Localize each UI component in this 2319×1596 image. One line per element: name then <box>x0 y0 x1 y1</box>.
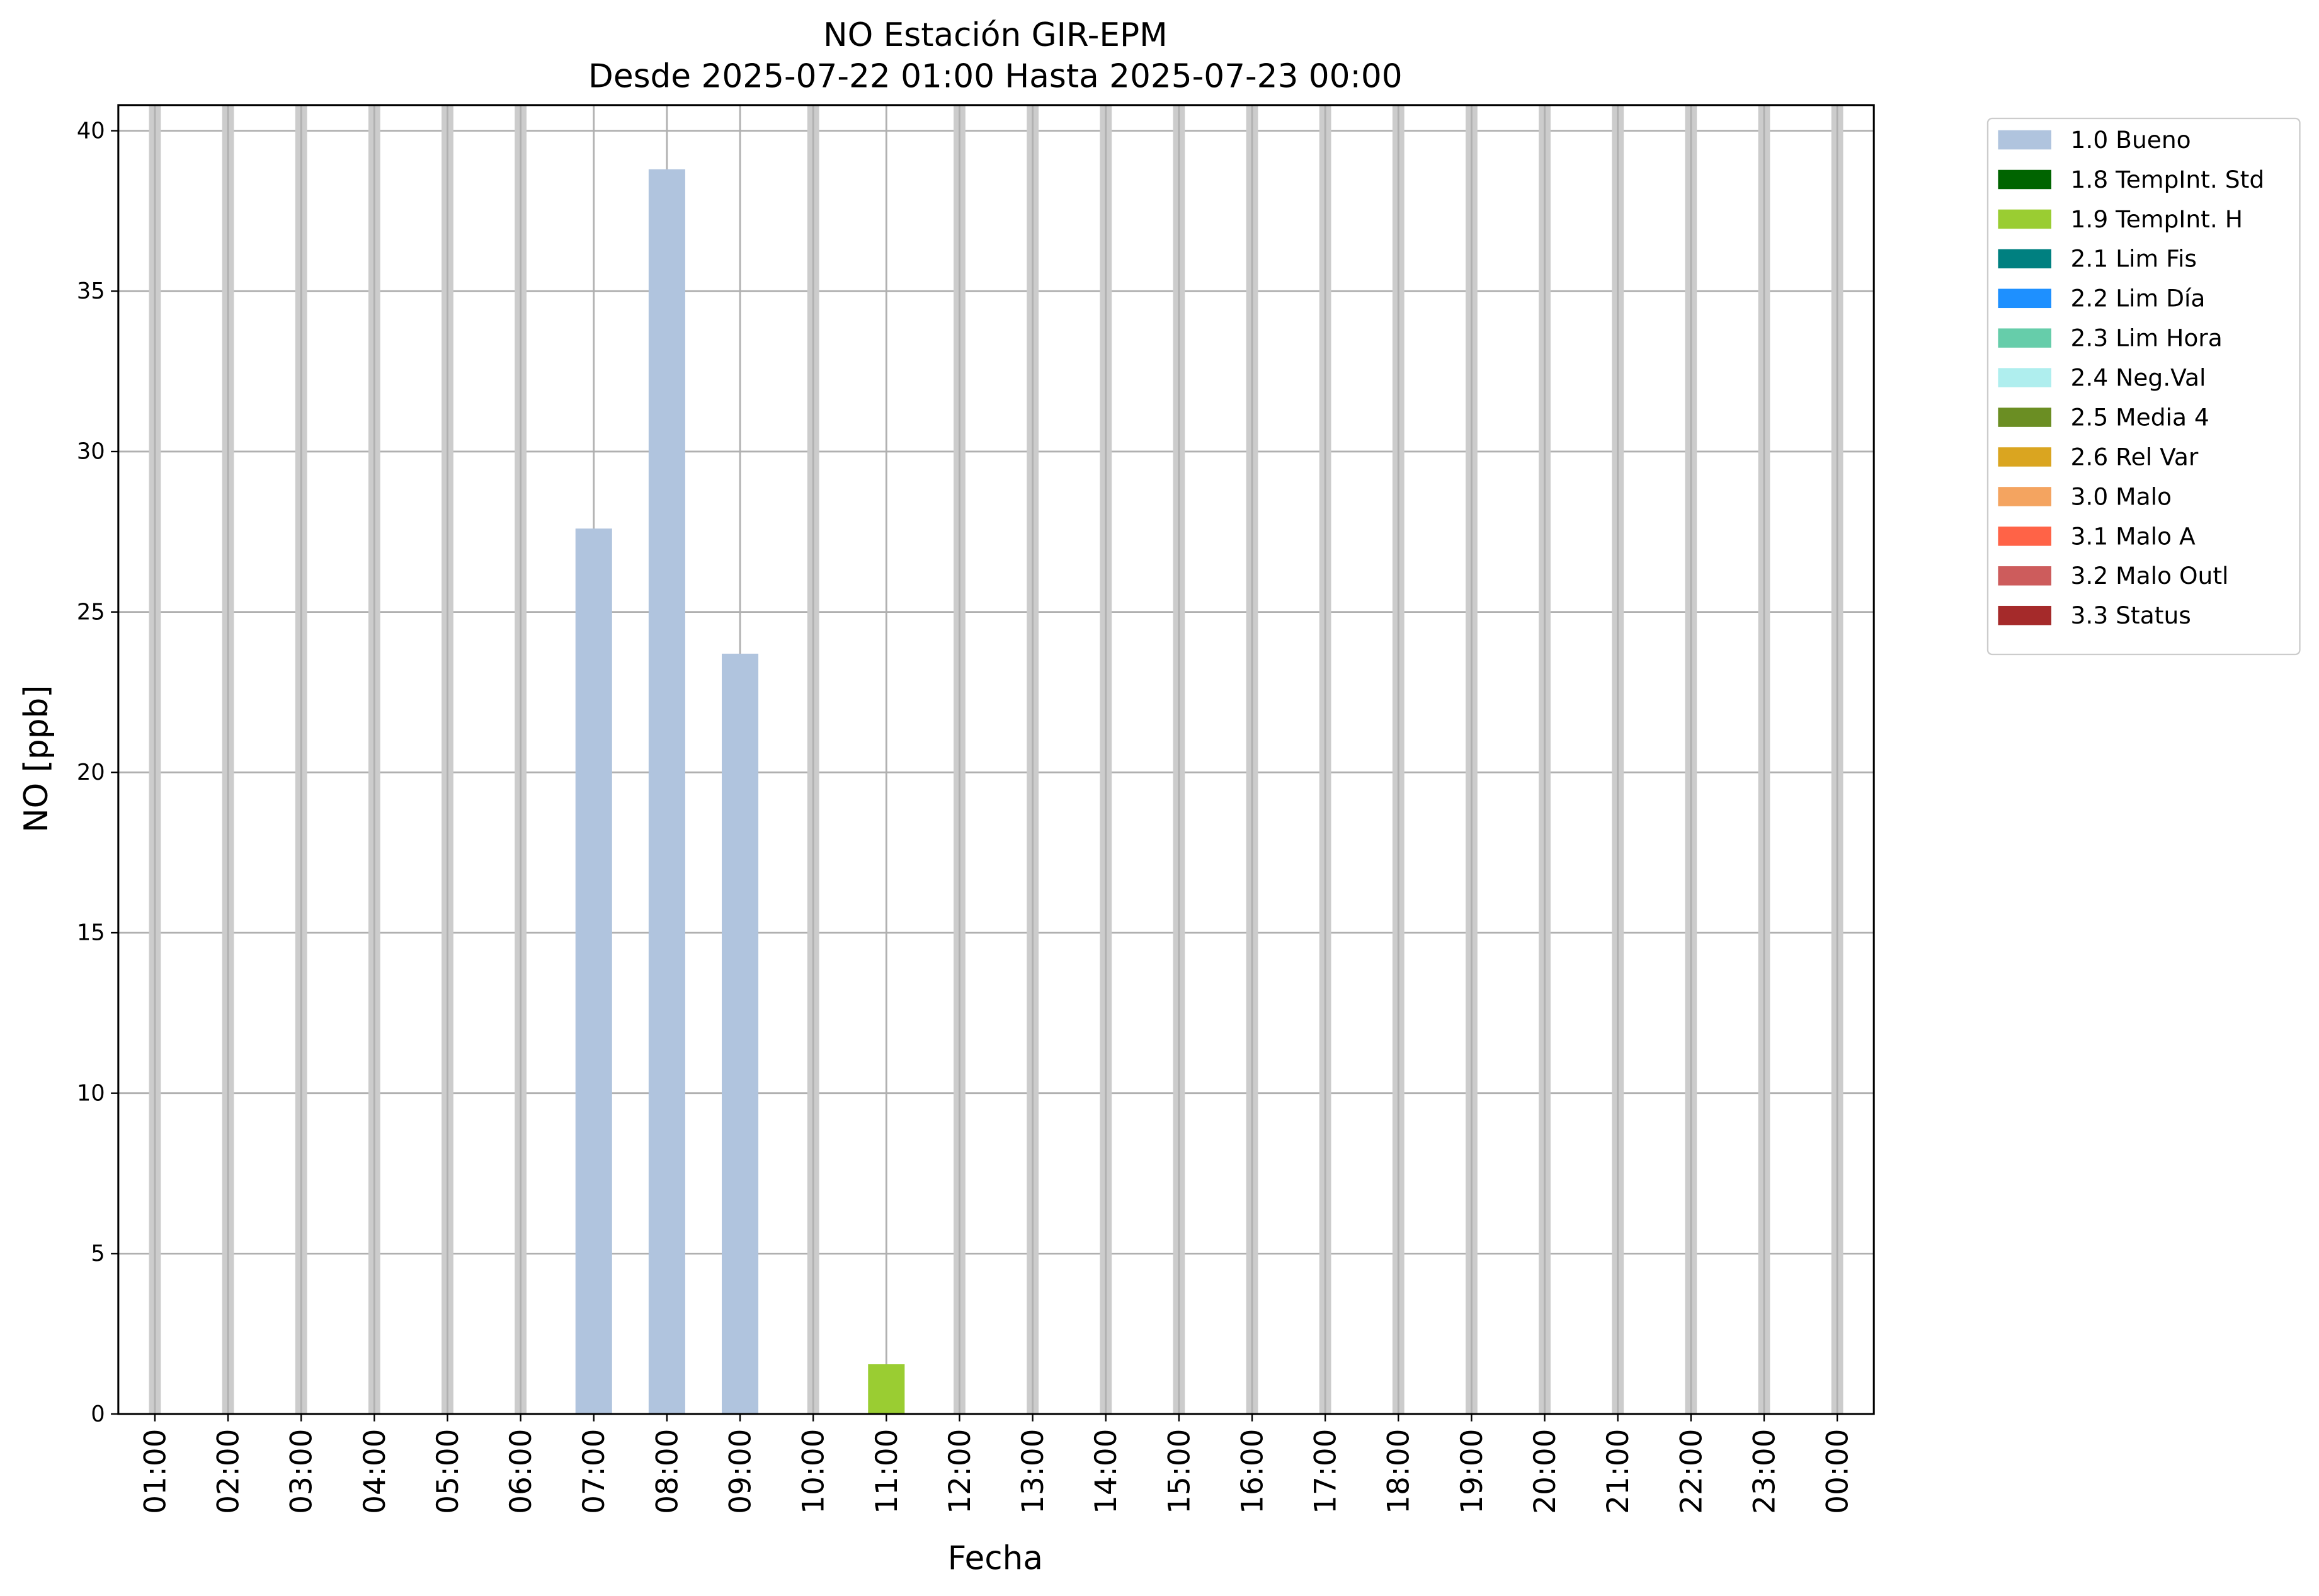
y-tick-label: 40 <box>77 118 105 144</box>
x-tick-label: 03:00 <box>285 1429 319 1514</box>
legend-box <box>1986 117 2301 656</box>
x-tick-label: 02:00 <box>212 1429 246 1514</box>
legend-label: 2.6 Rel Var <box>2071 443 2199 470</box>
legend-swatch <box>1998 249 2051 269</box>
legend-label: 2.5 Media 4 <box>2071 403 2209 431</box>
legend-swatch <box>1998 447 2051 467</box>
y-tick-label: 25 <box>77 599 105 625</box>
bar <box>648 169 685 1415</box>
y-tick-label: 20 <box>77 760 105 785</box>
x-tick-label: 04:00 <box>358 1429 392 1514</box>
x-tick-label: 06:00 <box>504 1429 538 1514</box>
y-tick-label: 0 <box>91 1401 105 1427</box>
legend-label: 3.1 Malo A <box>2071 522 2196 550</box>
legend-swatch <box>1998 408 2051 427</box>
legend-label: 3.0 Malo <box>2071 482 2172 510</box>
y-tick-label: 15 <box>77 920 105 946</box>
x-tick-label: 08:00 <box>650 1429 685 1514</box>
legend-label: 3.3 Status <box>2071 601 2191 629</box>
y-tick-label: 35 <box>77 278 105 304</box>
x-tick-label: 20:00 <box>1528 1429 1563 1514</box>
legend-swatch <box>1998 209 2051 229</box>
legend-swatch <box>1998 487 2051 506</box>
x-tick-label: 22:00 <box>1674 1429 1709 1514</box>
legend-label: 2.4 Neg.Val <box>2071 364 2206 392</box>
legend-label: 1.9 TempInt. H <box>2071 205 2243 233</box>
x-tick-label: 09:00 <box>723 1429 758 1514</box>
x-tick-label: 13:00 <box>1016 1429 1051 1514</box>
x-tick-label: 17:00 <box>1309 1429 1343 1514</box>
x-tick-label: 15:00 <box>1162 1429 1197 1514</box>
x-tick-label: 07:00 <box>577 1429 612 1514</box>
legend-swatch <box>1998 130 2051 150</box>
x-tick-label: 21:00 <box>1601 1429 1636 1514</box>
x-tick-label: 11:00 <box>870 1429 904 1514</box>
bar <box>868 1364 905 1415</box>
legend-label: 2.1 Lim Fis <box>2071 245 2197 273</box>
x-tick-label: 23:00 <box>1747 1429 1782 1514</box>
legend-swatch <box>1998 566 2051 586</box>
y-axis-label: NO [ppb] <box>18 685 55 833</box>
bar <box>722 653 759 1415</box>
x-tick-label: 14:00 <box>1089 1429 1124 1514</box>
legend-label: 1.0 Bueno <box>2071 126 2191 154</box>
legend-swatch <box>1998 328 2051 348</box>
x-tick-label: 10:00 <box>797 1429 831 1514</box>
legend-swatch <box>1998 368 2051 387</box>
x-tick-label: 18:00 <box>1382 1429 1416 1514</box>
legend-swatch <box>1998 169 2051 190</box>
x-tick-label: 01:00 <box>138 1429 173 1514</box>
legend-swatch <box>1998 605 2051 625</box>
x-tick-label: 12:00 <box>943 1429 977 1514</box>
x-axis-label: Fecha <box>948 1540 1043 1578</box>
legend-label: 2.2 Lim Día <box>2071 285 2206 312</box>
x-tick-label: 19:00 <box>1455 1429 1490 1514</box>
y-tick-label: 30 <box>77 439 105 465</box>
y-tick-label: 10 <box>77 1080 105 1106</box>
legend-swatch <box>1998 527 2051 546</box>
y-tick-label: 5 <box>91 1241 105 1267</box>
bar <box>575 528 612 1415</box>
chart-title: NO Estación GIR-EPM <box>823 16 1168 54</box>
chart-subtitle: Desde 2025-07-22 01:00 Hasta 2025-07-23 … <box>588 58 1403 96</box>
legend-label: 1.8 TempInt. Std <box>2071 166 2265 193</box>
legend-label: 3.2 Malo Outl <box>2071 562 2229 590</box>
plot-frame <box>117 104 1875 1415</box>
x-tick-label: 16:00 <box>1235 1429 1270 1514</box>
x-tick-label: 00:00 <box>1821 1429 1855 1514</box>
x-tick-label: 05:00 <box>431 1429 465 1514</box>
legend-label: 2.3 Lim Hora <box>2071 324 2223 352</box>
legend-swatch <box>1998 288 2051 309</box>
